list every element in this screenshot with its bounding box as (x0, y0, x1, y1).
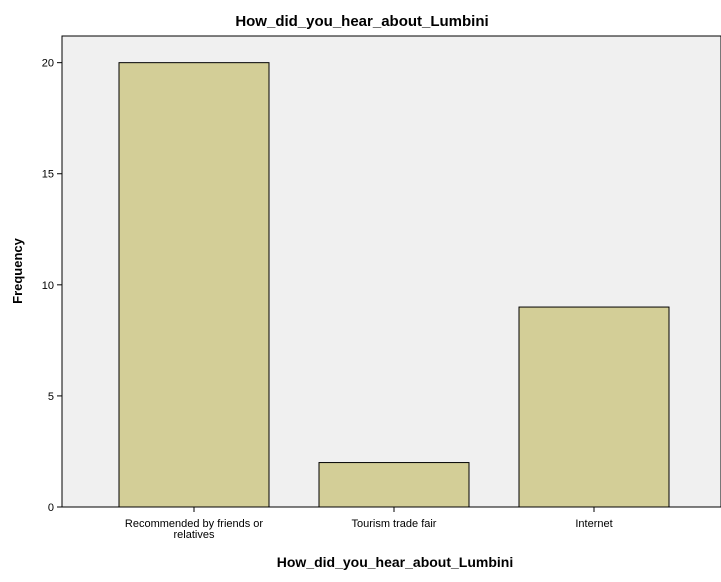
y-tick-label: 20 (42, 58, 54, 70)
chart-title: How_did_you_hear_about_Lumbini (235, 13, 488, 30)
x-tick-label: Recommended by friends or relatives (125, 518, 264, 541)
y-axis: 0 5 10 15 20 (42, 36, 63, 514)
x-tick-label-line: Recommended by friends or (125, 518, 264, 530)
x-axis: Recommended by friends or relatives Touris… (62, 506, 721, 541)
y-tick-label: 15 (42, 169, 54, 181)
x-tick-label: Internet (575, 518, 612, 530)
bar (318, 462, 470, 508)
y-tick-label: 5 (48, 391, 54, 403)
y-axis-label: Frequency (10, 237, 25, 304)
x-tick-label-line: Tourism trade fair (352, 518, 437, 530)
x-tick-label: Tourism trade fair (352, 518, 437, 530)
x-axis-label: How_did_you_hear_about_Lumbini (277, 554, 513, 570)
y-tick-label: 10 (42, 280, 54, 292)
bars-layer (118, 62, 670, 508)
bar (118, 62, 270, 508)
x-tick-label-line: Internet (575, 518, 612, 530)
bar (518, 306, 670, 508)
x-tick-label-line: relatives (174, 529, 215, 541)
y-tick-label: 0 (48, 502, 54, 514)
